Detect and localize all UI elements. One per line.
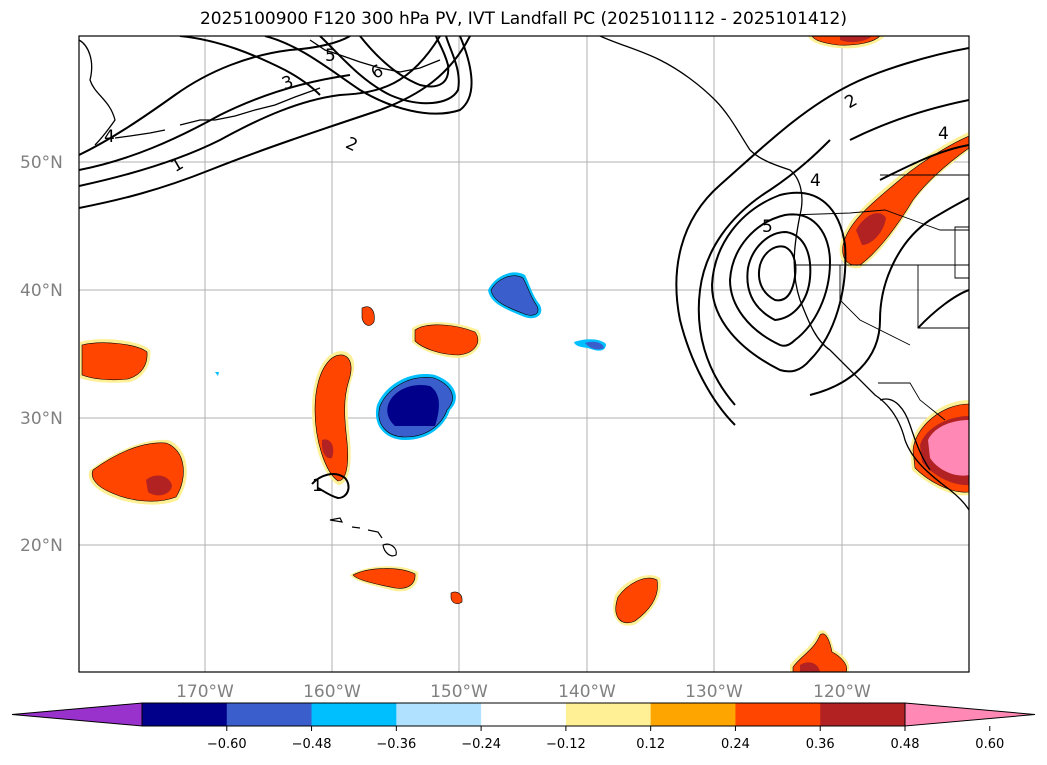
contour-label: 4 — [104, 127, 115, 147]
colorbar-tick-label: −0.60 — [207, 737, 247, 752]
map-title: 2025100900 F120 300 hPa PV, IVT Landfall… — [199, 9, 847, 29]
map-area — [79, 36, 969, 672]
positive-anomaly-regions — [80, 36, 969, 672]
colorbar-tick-label: −0.36 — [376, 737, 416, 752]
lon-label: 150°W — [430, 682, 488, 702]
lat-label: 40°N — [20, 281, 63, 301]
colorbar-tick-label: −0.48 — [292, 737, 332, 752]
colorbar-tick-label: 0.12 — [636, 737, 665, 752]
negative-anomaly-regions — [215, 272, 606, 440]
colorbar-segment — [226, 703, 313, 726]
latitude-labels: 50°N 40°N 30°N 20°N — [20, 153, 63, 556]
colorbar-segment — [820, 703, 906, 726]
lon-label: 170°W — [176, 682, 234, 702]
borders — [789, 174, 969, 421]
hawaii-islands — [329, 517, 397, 557]
lon-label: 140°W — [558, 682, 616, 702]
colorbar-tick-label: 0.48 — [891, 737, 920, 752]
colorbar-tick-label: −0.24 — [461, 737, 501, 752]
map-frame — [78, 35, 970, 673]
colorbar-tick-label: −0.12 — [546, 737, 586, 752]
colorbar-segment — [481, 703, 567, 726]
colorbar-tick-label: 0.36 — [806, 737, 835, 752]
contour-label: 5 — [762, 217, 773, 237]
lat-label: 20°N — [20, 536, 63, 556]
contour-label: 4 — [810, 171, 821, 191]
lon-label: 160°W — [303, 682, 361, 702]
colorbar-tick-label: 0.60 — [975, 737, 1004, 752]
colorbar-segment — [396, 703, 482, 726]
lat-label: 30°N — [20, 409, 63, 429]
colorbar-extend-min — [11, 702, 143, 727]
colorbar-extend-max — [904, 702, 1036, 727]
lat-label: 50°N — [20, 153, 63, 173]
lon-label: 120°W — [813, 682, 871, 702]
colorbar: −0.60 −0.48 −0.36 −0.24 −0.12 0.12 0.24 0.36 0.4… — [11, 702, 1036, 752]
coastlines — [79, 36, 969, 511]
colorbar-segment — [735, 703, 821, 726]
colorbar-segment — [565, 703, 652, 726]
colorbar-segment — [650, 703, 736, 726]
pv-contours — [79, 36, 969, 500]
colorbar-tick-label: 0.24 — [721, 737, 750, 752]
colorbar-segment — [311, 703, 397, 726]
colorbar-segment — [142, 703, 228, 726]
contour-label: 4 — [938, 124, 949, 144]
contour-label: 1 — [312, 476, 323, 496]
colorbar-outline — [141, 702, 906, 727]
contour-label: 5 — [325, 46, 336, 66]
lon-label: 130°W — [685, 682, 743, 702]
longitude-labels: 170°W 160°W 150°W 140°W 130°W 120°W — [176, 682, 871, 702]
